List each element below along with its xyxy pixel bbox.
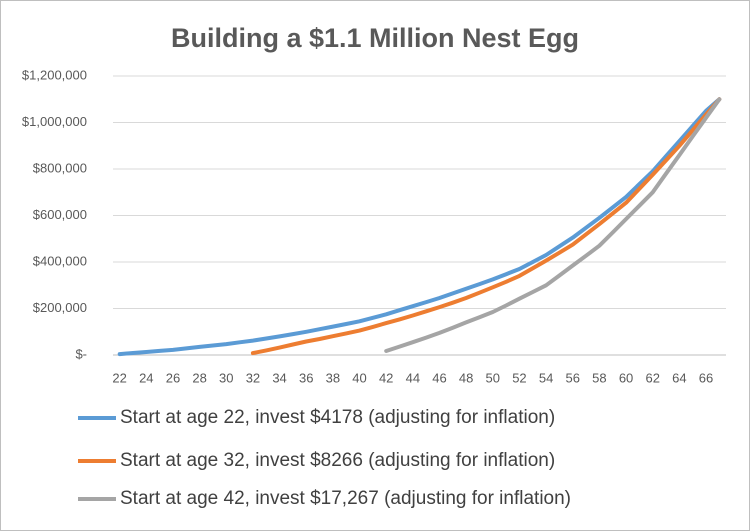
y-tick-label: $400,000	[33, 253, 87, 268]
y-tick-label: $1,000,000	[22, 114, 87, 129]
legend-label: Start at age 42, invest $17,267 (adjusti…	[120, 488, 571, 509]
x-tick-label: 24	[139, 370, 153, 385]
x-tick-label: 32	[246, 370, 260, 385]
y-tick-label: $600,000	[33, 207, 87, 222]
x-tick-label: 44	[406, 370, 420, 385]
x-tick-label: 40	[352, 370, 366, 385]
x-tick-label: 38	[326, 370, 340, 385]
x-tick-label: 60	[619, 370, 633, 385]
x-tick-label: 52	[512, 370, 526, 385]
x-tick-label: 28	[192, 370, 206, 385]
legend-label: Start at age 32, invest $8266 (adjusting…	[120, 450, 555, 471]
series-line	[250, 97, 722, 356]
legend-label: Start at age 22, invest $4178 (adjusting…	[120, 407, 555, 428]
series-line	[117, 97, 722, 357]
x-tick-label: 46	[432, 370, 446, 385]
x-tick-label: 56	[566, 370, 580, 385]
y-tick-label: $800,000	[33, 160, 87, 175]
x-tick-label: 34	[272, 370, 286, 385]
y-tick-label: $200,000	[33, 300, 87, 315]
x-tick-label: 30	[219, 370, 233, 385]
x-tick-label: 26	[166, 370, 180, 385]
y-tick-label: $-	[75, 346, 87, 361]
x-tick-label: 42	[379, 370, 393, 385]
x-tick-label: 62	[645, 370, 659, 385]
x-tick-label: 48	[459, 370, 473, 385]
x-tick-label: 36	[299, 370, 313, 385]
x-tick-label: 54	[539, 370, 553, 385]
x-tick-label: 22	[112, 370, 126, 385]
x-tick-label: 50	[486, 370, 500, 385]
x-tick-label: 66	[699, 370, 713, 385]
y-tick-label: $1,200,000	[22, 67, 87, 82]
series-line	[384, 97, 722, 353]
x-tick-label: 64	[672, 370, 686, 385]
chart-title: Building a $1.1 Million Nest Egg	[171, 23, 579, 53]
x-tick-label: 58	[592, 370, 606, 385]
